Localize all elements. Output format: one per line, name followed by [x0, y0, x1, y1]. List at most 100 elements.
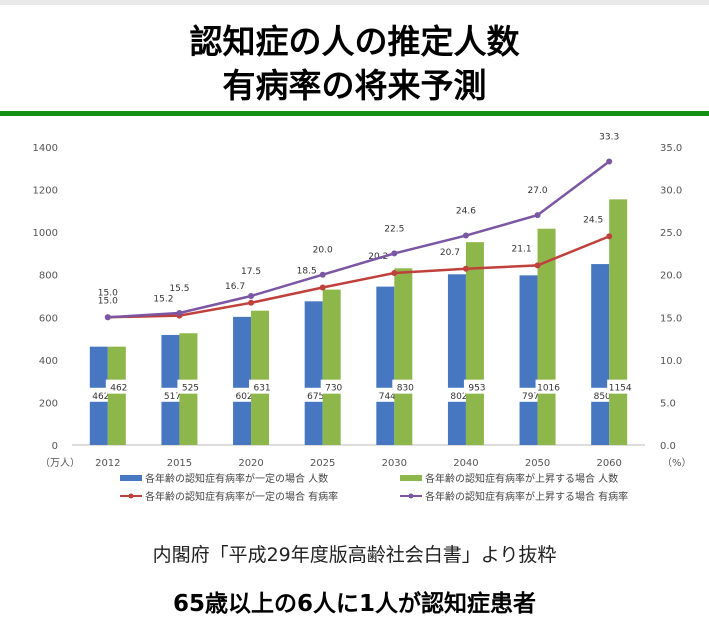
- bar-data-label: 517: [164, 392, 181, 402]
- bar-data-label: 1016: [537, 384, 560, 394]
- right-tick-label: 25.0: [660, 228, 682, 239]
- data-label-bg: [105, 379, 132, 394]
- line-point: [534, 212, 541, 219]
- line-point: [248, 293, 255, 299]
- bar-constant: [447, 274, 466, 445]
- left-tick-label: 0: [52, 441, 58, 452]
- right-tick-label: 30.0: [660, 186, 682, 197]
- legend-label: 各年齢の認知症有病率が上昇する場合 有病率: [425, 490, 628, 503]
- bar-constant: [591, 264, 610, 445]
- bar-data-label: 830: [397, 384, 414, 394]
- line-data-label: 15.0: [98, 288, 118, 298]
- line-point: [176, 310, 183, 317]
- footer-caption: 65歳以上の6人に1人が認知症患者: [172, 591, 536, 617]
- data-label-bg: [177, 379, 204, 394]
- legend-label: 各年齢の認知症有病率が上昇する場合 人数: [425, 472, 618, 485]
- line-data-label: 33.3: [599, 132, 619, 142]
- data-label-bg: [249, 379, 276, 394]
- left-tick-label: 1200: [33, 186, 58, 197]
- line-data-label: 18.5: [297, 266, 317, 276]
- page-title: 認知症の人の推定人数 有病率の将来予測: [0, 20, 709, 108]
- bar-data-label: 953: [468, 384, 485, 394]
- line-point: [319, 271, 326, 278]
- line-point: [104, 314, 111, 321]
- line-data-label: 20.0: [313, 246, 333, 256]
- x-tick-label: 2012: [95, 458, 120, 469]
- left-tick-label: 600: [39, 313, 58, 324]
- x-tick-label: 2015: [167, 458, 192, 469]
- line-data-label: 24.5: [583, 215, 603, 225]
- line-point: [391, 270, 398, 277]
- right-tick-label: 20.0: [660, 271, 682, 282]
- bar-data-label: 631: [253, 384, 270, 394]
- legend-label: 各年齢の認知症有病率が一定の場合 有病率: [145, 490, 338, 503]
- line-point: [606, 233, 613, 240]
- left-tick-label: 400: [39, 356, 58, 367]
- title-line-1: 認知症の人の推定人数: [189, 22, 520, 61]
- bar-constant: [304, 301, 323, 445]
- x-tick-label: 2050: [525, 458, 550, 469]
- line-point: [319, 284, 326, 291]
- line-constant: [107, 235, 610, 319]
- legend-swatch: [400, 475, 422, 481]
- line-point: [534, 262, 541, 269]
- line-data-label: 15.5: [169, 284, 189, 294]
- bar-rising: [322, 289, 341, 445]
- right-tick-label: 15.0: [660, 313, 682, 324]
- line-data-label: 17.5: [241, 267, 261, 277]
- line-point: [606, 158, 613, 165]
- legend-marker: [408, 493, 414, 499]
- bar-data-label: 850: [594, 392, 611, 402]
- legend-marker: [128, 493, 134, 499]
- line-data-label: 15.0: [98, 296, 118, 306]
- bar-data-label: 730: [325, 384, 342, 394]
- bar-constant: [233, 316, 252, 445]
- bar-rising: [465, 242, 484, 445]
- bar-rising: [107, 346, 126, 445]
- bar-rising: [251, 310, 270, 445]
- line-data-label: 15.2: [153, 295, 173, 305]
- bar-data-label: 1154: [609, 384, 632, 394]
- bar-data-label: 602: [235, 392, 252, 402]
- bar-data-label: 462: [92, 392, 109, 402]
- data-label-bg: [607, 379, 634, 394]
- line-data-label: 20.7: [440, 248, 460, 258]
- left-tick-label: 1400: [33, 143, 58, 154]
- data-label-bg: [535, 379, 562, 394]
- data-label-bg: [320, 379, 347, 394]
- title-line-2: 有病率の将来予測: [222, 66, 487, 105]
- data-label-bg: [463, 379, 490, 394]
- line-data-label: 24.6: [456, 207, 476, 217]
- data-label-bg: [392, 379, 419, 394]
- x-tick-label: 2020: [238, 458, 263, 469]
- chart: 0 200 400 600 800 1000 1200 1400 0.0 5.0 10.0 15.0 2…: [33, 132, 692, 503]
- top-bar: [0, 0, 709, 5]
- line-point: [462, 265, 469, 272]
- bar-constant: [376, 286, 395, 445]
- bar-rising: [394, 268, 413, 445]
- x-tick-label: 2030: [382, 458, 407, 469]
- line-data-label: 22.5: [384, 224, 404, 234]
- bar-data-label: 675: [307, 392, 324, 402]
- left-axis-unit: （万人）: [40, 457, 80, 469]
- line-data-label: 21.1: [512, 244, 532, 254]
- line-point: [462, 232, 469, 239]
- right-tick-label: 10.0: [660, 356, 682, 367]
- x-tick-label: 2060: [596, 458, 621, 469]
- left-tick-label: 1000: [33, 228, 58, 239]
- bar-data-label: 744: [379, 392, 396, 402]
- green-divider: [0, 111, 709, 116]
- bar-data-label: 797: [522, 392, 539, 402]
- legend-label: 各年齢の認知症有病率が一定の場合 人数: [145, 472, 328, 485]
- x-tick-label: 2025: [310, 458, 335, 469]
- bar-data-label: 802: [450, 392, 467, 402]
- legend-swatch: [120, 475, 142, 481]
- line-rising: [107, 160, 610, 319]
- line-data-label: 16.7: [225, 282, 245, 292]
- right-tick-label: 0.0: [660, 441, 676, 452]
- right-tick-label: 35.0: [660, 143, 682, 154]
- line-point: [248, 299, 255, 306]
- bar-constant: [519, 275, 538, 445]
- line-data-label: 27.0: [528, 186, 548, 196]
- right-tick-label: 5.0: [660, 398, 676, 409]
